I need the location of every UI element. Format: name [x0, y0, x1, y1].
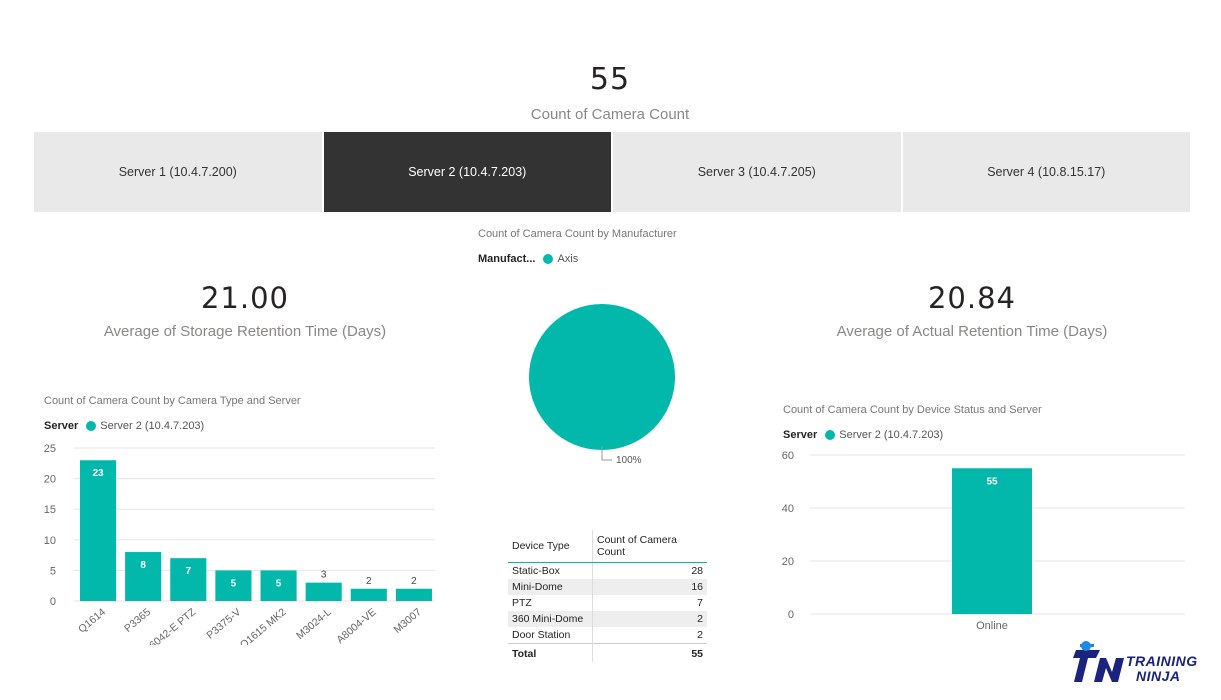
y-tick-label: 15	[44, 504, 56, 516]
data-label: 23	[92, 468, 104, 479]
pie-slice-label: 100%	[616, 455, 642, 466]
table-row[interactable]: PTZ 7	[508, 595, 707, 611]
legend-title: Server	[44, 420, 79, 432]
legend-item-label: Axis	[557, 253, 579, 265]
actual-retention-value: 20.84	[927, 281, 1017, 315]
total-camera-count-label: Count of Camera Count	[530, 106, 690, 123]
x-tick-label: P3375-V	[204, 606, 243, 641]
camera-type-chart-title: Count of Camera Count by Camera Type and…	[44, 395, 301, 407]
table-cell: Door Station	[512, 629, 571, 641]
data-label: 3	[321, 570, 327, 581]
x-tick-label: Q1614	[76, 606, 108, 636]
data-label: 2	[366, 576, 372, 587]
bar	[305, 582, 342, 601]
device-status-chart-title: Count of Camera Count by Device Status a…	[783, 404, 1042, 416]
bar	[350, 588, 387, 601]
legend-item-label: Server 2 (10.4.7.203)	[839, 429, 944, 441]
bar	[80, 460, 117, 601]
actual-retention-label: Average of Actual Retention Time (Days)	[836, 323, 1108, 340]
pie-chart[interactable]: 100%	[520, 295, 700, 475]
table-cell: 55	[592, 643, 707, 662]
y-tick-label: 20	[44, 474, 56, 486]
legend-dot-icon	[543, 254, 554, 264]
bar	[170, 558, 207, 601]
column-header-count[interactable]: Count of Camera Count	[592, 530, 707, 563]
storage-retention-value: 21.00	[200, 281, 290, 315]
data-label: 7	[186, 566, 192, 577]
table-row[interactable]: Mini-Dome 16	[508, 579, 707, 595]
bar	[125, 552, 162, 601]
column-header-device-type[interactable]: Device Type	[508, 530, 593, 563]
training-ninja-logo: TRAINING NINJA	[1070, 636, 1210, 686]
pie-leader-line	[601, 446, 612, 461]
y-tick-label: 0	[788, 609, 794, 621]
y-tick-label: 60	[782, 450, 794, 462]
server-tab-4[interactable]: Server 4 (10.8.15.17)	[902, 132, 1190, 212]
table-cell: Mini-Dome	[508, 579, 593, 595]
server-tab-1[interactable]: Server 1 (10.4.7.200)	[34, 132, 322, 212]
table-cell: Total	[508, 643, 593, 662]
logo-text-line2: NINJA	[1136, 668, 1181, 684]
pie-chart-title: Count of Camera Count by Manufacturer	[478, 228, 677, 240]
storage-retention-label: Average of Storage Retention Time (Days)	[103, 323, 387, 340]
ninja-logo-icon	[1073, 641, 1124, 682]
data-label: 2	[411, 576, 417, 587]
y-tick-label: 5	[50, 565, 56, 577]
x-tick-label: Online	[976, 620, 1008, 632]
device-status-bar-chart[interactable]: 0 20 40 60 55 Online	[770, 445, 1190, 640]
table-cell: PTZ	[512, 597, 532, 609]
data-label: 8	[140, 560, 146, 571]
table-row[interactable]: 360 Mini-Dome 2	[508, 611, 707, 627]
y-tick-label: 40	[782, 503, 794, 515]
table-cell: Static-Box	[512, 565, 560, 577]
legend-title: Manufact...	[478, 253, 536, 265]
table-cell: 7	[592, 595, 707, 611]
table-cell: 28	[592, 562, 707, 579]
table-cell: 360 Mini-Dome	[508, 611, 593, 627]
pie-chart-legend: Manufact... Axis	[478, 253, 578, 265]
server-tab-3[interactable]: Server 3 (10.4.7.205)	[613, 132, 901, 212]
x-tick-label: A8004-VE	[334, 606, 378, 645]
legend-title: Server	[783, 429, 818, 441]
device-type-table: Device Type Count of Camera Count Static…	[508, 530, 707, 662]
table-total-row: Total 55	[508, 643, 707, 662]
device-status-chart-legend: Server Server 2 (10.4.7.203)	[783, 429, 943, 441]
legend-dot-icon	[825, 430, 836, 440]
x-tick-label: M3007	[392, 606, 424, 636]
table-cell: 2	[592, 627, 707, 644]
x-tick-label: M3024-L	[294, 606, 334, 642]
data-label: 5	[231, 578, 237, 589]
table-cell: 16	[592, 579, 707, 595]
y-tick-label: 10	[44, 535, 56, 547]
legend-item-label: Server 2 (10.4.7.203)	[100, 420, 205, 432]
y-tick-label: 25	[44, 443, 56, 455]
table-row[interactable]: Door Station 2	[508, 627, 707, 644]
data-label: 55	[986, 476, 998, 487]
legend-dot-icon	[86, 421, 97, 431]
x-tick-label: P3365	[122, 606, 153, 635]
y-tick-label: 0	[50, 596, 56, 608]
pie-slice	[529, 304, 675, 450]
total-camera-count-value: 55	[589, 62, 631, 97]
server-slicer: Server 1 (10.4.7.200) Server 2 (10.4.7.2…	[34, 132, 1190, 212]
bar	[952, 468, 1032, 614]
server-tab-2[interactable]: Server 2 (10.4.7.203)	[323, 132, 611, 212]
bar	[260, 570, 297, 601]
bar	[215, 570, 252, 601]
data-label: 5	[276, 578, 282, 589]
logo-text-line1: TRAINING	[1126, 653, 1198, 669]
y-tick-label: 20	[782, 556, 794, 568]
x-tick-label: Q1615 MK2	[238, 606, 289, 645]
bar	[395, 588, 432, 601]
column-header-count-label: Count of Camera Count	[597, 534, 677, 558]
camera-type-chart-legend: Server Server 2 (10.4.7.203)	[44, 420, 204, 432]
table-cell: 2	[592, 611, 707, 627]
table-row[interactable]: Static-Box 28	[508, 562, 707, 579]
